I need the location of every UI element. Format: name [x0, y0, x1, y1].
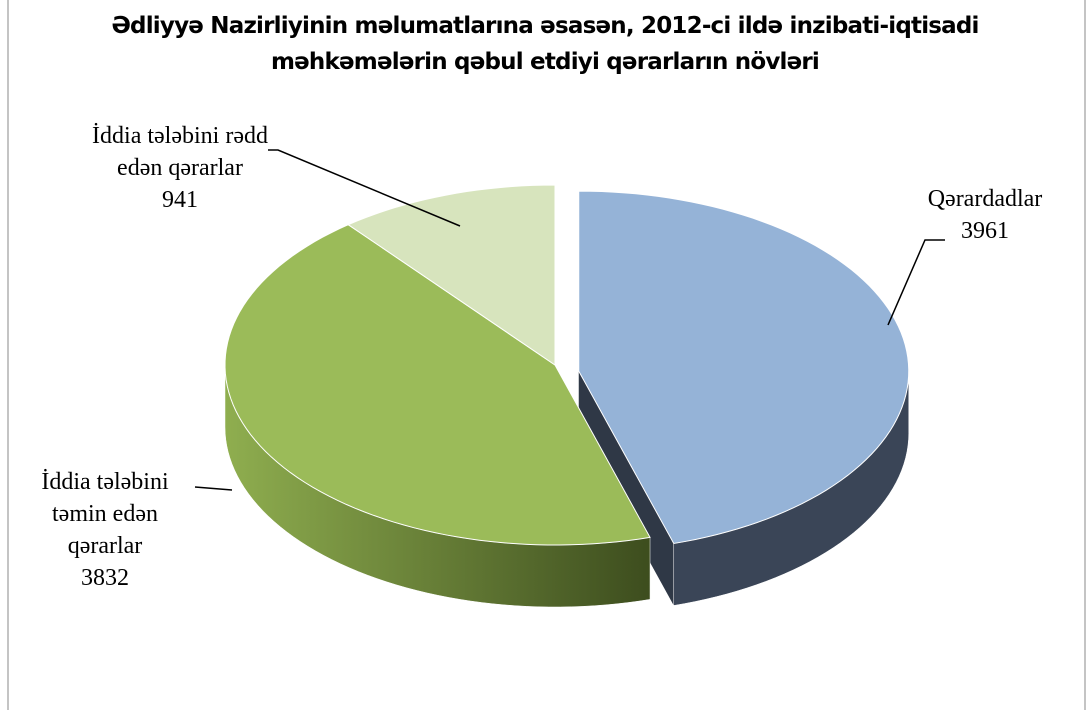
leader-line — [887, 239, 945, 326]
leader-line — [268, 149, 461, 227]
data-label: İddia tələbini təmin edən qərarlar 3832 — [15, 466, 195, 594]
value-label: 3961 — [961, 218, 1009, 244]
slice — [347, 184, 556, 366]
slice — [578, 190, 910, 545]
category-label: İddia tələbini rədd edən qərarlar — [92, 123, 268, 181]
slice — [224, 224, 651, 546]
chart-title: Ədliyyə Nazirliyinin məlumatlarına əsasə… — [111, 13, 979, 75]
value-label: 941 — [162, 187, 198, 213]
chart-frame — [7, 0, 1086, 710]
data-label: İddia tələbini rədd edən qərarlar 941 — [90, 120, 270, 216]
category-label: Qərardadlar — [927, 186, 1043, 212]
pie — [224, 184, 910, 608]
value-label: 3832 — [81, 565, 129, 591]
leader-lines — [194, 149, 945, 491]
data-label: Qərardadlar 3961 — [890, 183, 1080, 247]
leader-line — [194, 486, 233, 491]
category-label: İddia tələbini təmin edən qərarlar — [41, 469, 169, 559]
